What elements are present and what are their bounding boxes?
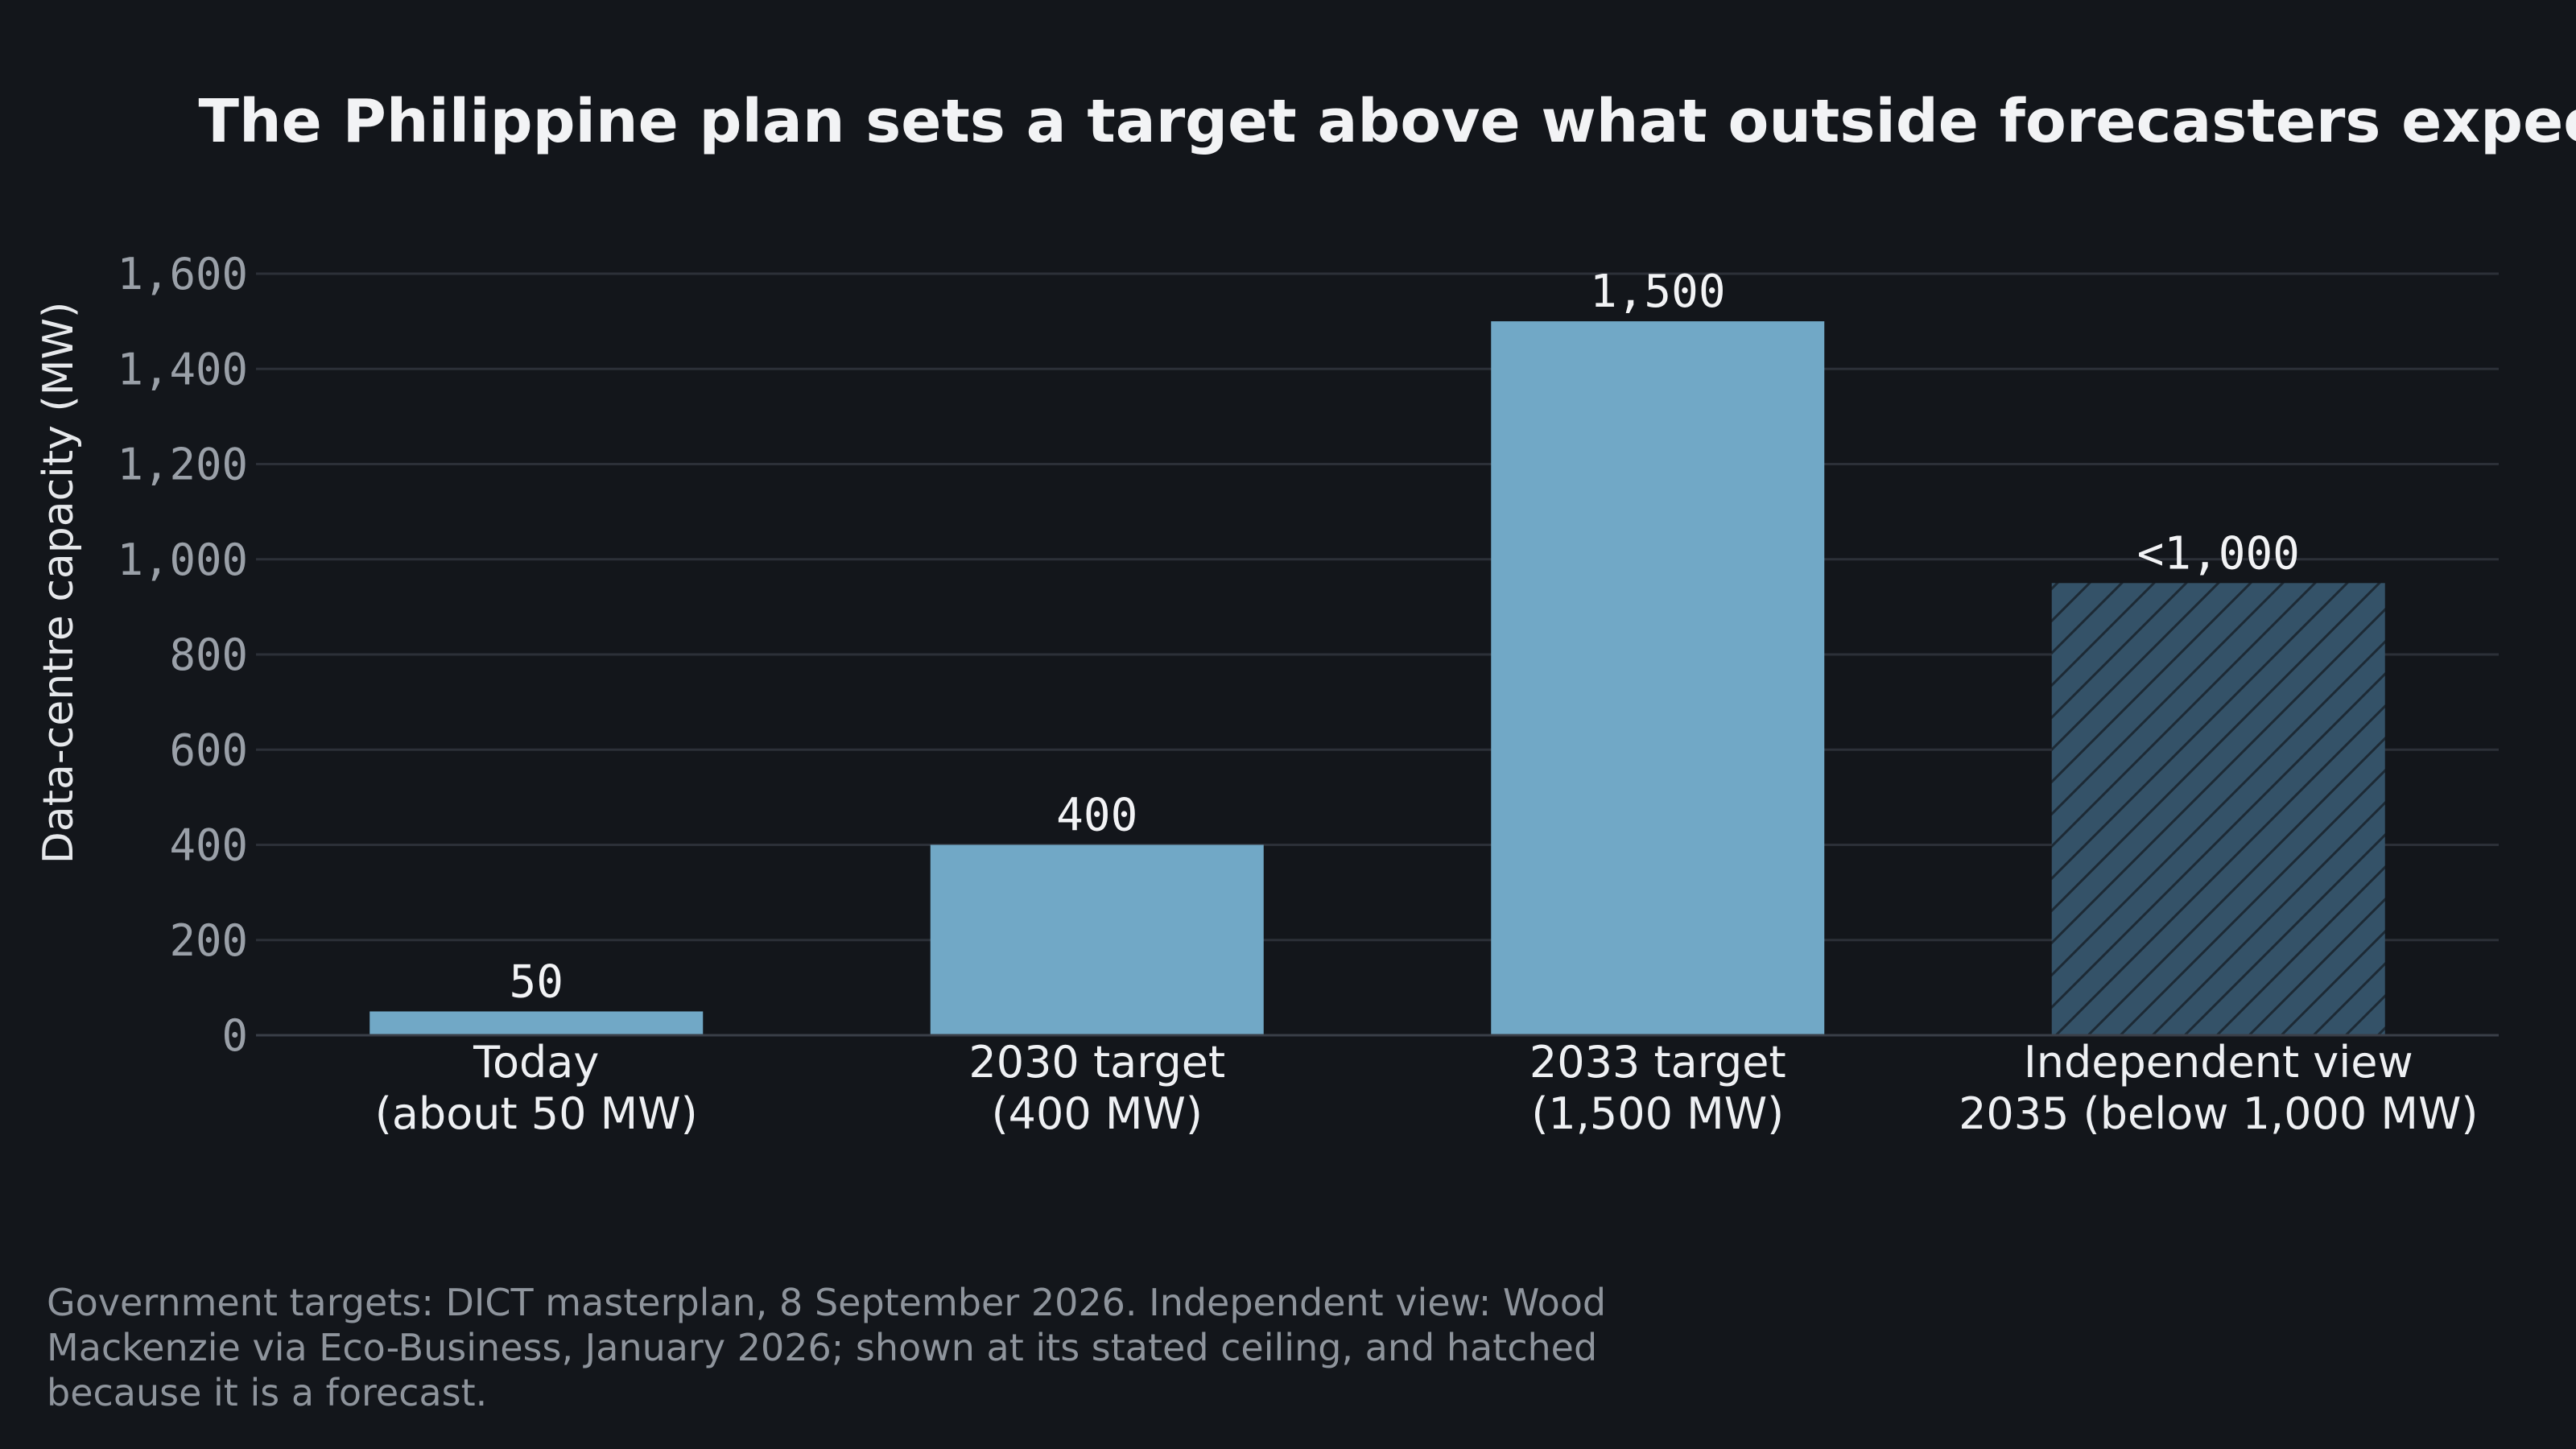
footnote-line: because it is a forecast. <box>47 1371 488 1414</box>
bar <box>1491 321 1825 1035</box>
x-tick-label: (1,500 MW) <box>1531 1088 1784 1139</box>
x-tick-label: (400 MW) <box>992 1088 1203 1139</box>
x-tick-label: 2030 target <box>968 1037 1225 1088</box>
bar-value-label: 400 <box>1056 790 1137 842</box>
forecast-bar <box>2051 583 2385 1035</box>
bar <box>930 844 1264 1035</box>
y-tick-label: 200 <box>169 915 248 966</box>
x-tick-label: Independent view <box>2024 1037 2413 1088</box>
y-tick-label: 600 <box>169 724 248 775</box>
bar-value-label: 50 <box>510 956 564 1008</box>
bars <box>369 321 2385 1035</box>
y-axis-label: Data-centre capacity (MW) <box>35 302 83 865</box>
x-tick-label: Today <box>473 1037 599 1088</box>
y-axis-ticks: 0 200 400 600 800 1,000 1,200 1,400 1,600 <box>117 249 248 1061</box>
y-tick-label: 800 <box>169 630 248 680</box>
x-tick-label: 2035 (below 1,000 MW) <box>1959 1088 2478 1139</box>
value-labels: 50 400 1,500 <1,000 <box>510 266 2300 1008</box>
x-tick-label: (about 50 MW) <box>375 1088 698 1139</box>
y-tick-label: 1,200 <box>117 440 248 490</box>
bar <box>369 1011 704 1035</box>
category-labels: Today(about 50 MW) 2030 target(400 MW) 203… <box>375 1037 2479 1139</box>
x-tick-label: 2033 target <box>1530 1037 1786 1088</box>
y-tick-label: 1,000 <box>117 535 248 585</box>
bar-value-label: 1,500 <box>1590 266 1726 318</box>
chart-title: The Philippine plan sets a target above … <box>198 87 2576 156</box>
footnote-line: Government targets: DICT masterplan, 8 S… <box>47 1281 1607 1324</box>
y-tick-label: 0 <box>221 1010 248 1061</box>
y-tick-label: 1,600 <box>117 249 248 299</box>
bar-value-label: <1,000 <box>2137 527 2300 580</box>
grid <box>256 272 2499 942</box>
source-footnote: Government targets: DICT masterplan, 8 S… <box>47 1280 1657 1415</box>
y-tick-label: 1,400 <box>117 344 248 394</box>
footnote-line: Mackenzie via Eco-Business, January 2026… <box>47 1326 1598 1369</box>
y-tick-label: 400 <box>169 820 248 871</box>
